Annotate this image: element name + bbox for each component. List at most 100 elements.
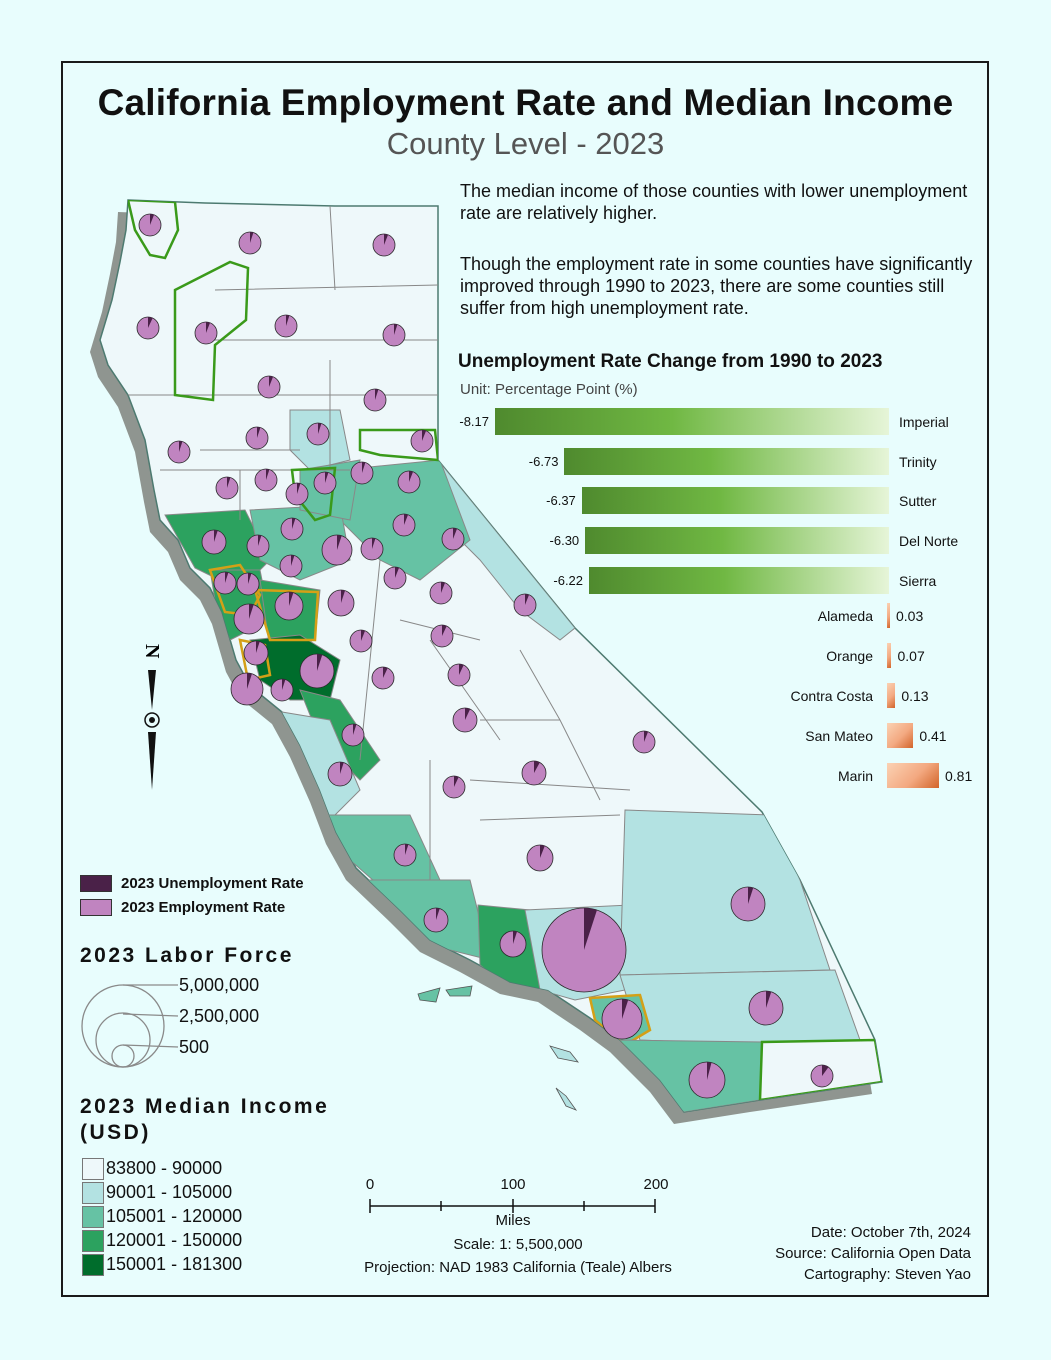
income-class-label: 90001 - 105000 bbox=[106, 1182, 233, 1202]
description-1: The median income of those counties with… bbox=[460, 181, 968, 223]
county-pie-unemployment-slice bbox=[540, 845, 545, 858]
map-date: Date: October 7th, 2024 bbox=[810, 1224, 971, 1241]
county-pie-unemployment-slice bbox=[317, 653, 323, 671]
county-pie-unemployment-slice bbox=[318, 423, 322, 434]
county-pie-unemployment-slice bbox=[249, 604, 254, 619]
scale-bar bbox=[369, 1199, 656, 1213]
county-pie-unemployment-slice bbox=[459, 664, 464, 675]
north-arrow: N bbox=[141, 644, 163, 790]
income-class-label: 120001 - 150000 bbox=[106, 1230, 243, 1250]
bar-category-label: Del Norte bbox=[899, 533, 959, 550]
county-pie-unemployment-slice bbox=[227, 477, 231, 488]
county-pie-unemployment-slice bbox=[707, 1062, 712, 1080]
county-pie-unemployment-slice bbox=[766, 991, 772, 1008]
county-pie-unemployment-slice bbox=[375, 389, 379, 400]
county-pie-unemployment-slice bbox=[214, 530, 218, 542]
county-pie-unemployment-slice bbox=[453, 528, 458, 539]
bar-del-norte bbox=[585, 527, 889, 555]
county-pie-unemployment-slice bbox=[353, 724, 357, 735]
county-trinity bbox=[173, 260, 250, 402]
county-pie-unemployment-slice bbox=[225, 572, 229, 583]
bar-contra-costa bbox=[887, 683, 896, 708]
county-pie-unemployment-slice bbox=[341, 590, 346, 603]
chart-title: Unemployment Rate Change from 1990 to 20… bbox=[458, 351, 883, 372]
chart-unit: Unit: Percentage Point (%) bbox=[460, 381, 638, 398]
bar-value-label: -6.37 bbox=[546, 493, 576, 509]
county-pie-unemployment-slice bbox=[395, 566, 400, 578]
labor-force-label-large: 5,000,000 bbox=[179, 975, 260, 995]
bar-category-label: Sierra bbox=[899, 572, 937, 589]
county-pie-unemployment-slice bbox=[362, 462, 366, 473]
unemployment-legend-label: 2023 Unemployment Rate bbox=[121, 875, 304, 892]
county-pie-unemployment-slice bbox=[291, 555, 295, 566]
scale-tick-100: 100 bbox=[500, 1176, 526, 1193]
county-pie-unemployment-slice bbox=[266, 469, 270, 480]
county-san-bernardino bbox=[619, 809, 831, 976]
employment-legend-label: 2023 Employment Rate bbox=[121, 899, 286, 916]
scale-ratio: Scale: 1: 5,500,000 bbox=[453, 1236, 583, 1253]
county-pie-unemployment-slice bbox=[748, 887, 754, 904]
county-pie-unemployment-slice bbox=[179, 441, 183, 452]
county-pie-unemployment-slice bbox=[269, 376, 274, 387]
county-pie-unemployment-slice bbox=[150, 214, 155, 225]
county-pie-unemployment-slice bbox=[442, 625, 447, 636]
county-pie-unemployment-slice bbox=[584, 908, 597, 950]
bar-imperial bbox=[495, 408, 889, 435]
county-pie-unemployment-slice bbox=[282, 679, 286, 690]
channel-island-4 bbox=[555, 1087, 578, 1111]
bar-category-label: Imperial bbox=[899, 414, 949, 430]
county-pie-unemployment-slice bbox=[206, 322, 211, 333]
county-pie-unemployment-slice bbox=[258, 535, 262, 546]
scale-tick-200: 200 bbox=[643, 1176, 669, 1193]
scale-tick-0: 0 bbox=[365, 1176, 375, 1193]
county-pie-unemployment-slice bbox=[534, 761, 540, 773]
county-pie-unemployment-slice bbox=[525, 594, 530, 605]
county-pie-unemployment-slice bbox=[422, 430, 427, 441]
county-pie-unemployment-slice bbox=[384, 234, 389, 245]
county-pie-unemployment-slice bbox=[247, 673, 252, 689]
county-pie-unemployment-slice bbox=[622, 999, 629, 1019]
channel-island-2 bbox=[445, 985, 473, 997]
map-source: Source: California Open Data bbox=[775, 1245, 971, 1262]
income-swatch bbox=[82, 1254, 104, 1276]
labor-force-label-mid: 2,500,000 bbox=[179, 1006, 260, 1026]
bar-category-label: Alameda bbox=[817, 608, 873, 624]
labor-force-title: 2023 Labor Force bbox=[80, 944, 294, 967]
map-subtitle: County Level - 2023 bbox=[386, 126, 665, 161]
map-title: California Employment Rate and Median In… bbox=[97, 82, 954, 123]
county-pie-unemployment-slice bbox=[337, 535, 342, 550]
map-frame bbox=[61, 61, 989, 1297]
bar-value-label: 0.07 bbox=[897, 648, 925, 664]
pie-chart-layer bbox=[136, 213, 834, 1099]
county-pie-unemployment-slice bbox=[436, 908, 440, 920]
county-riverside bbox=[619, 969, 861, 1046]
bar-marin bbox=[887, 763, 939, 788]
county-pie-unemployment-slice bbox=[325, 472, 329, 483]
bar-category-label: Marin bbox=[837, 768, 873, 784]
county-pie-unemployment-slice bbox=[340, 762, 344, 774]
county-pie-unemployment-slice bbox=[297, 483, 301, 494]
county-pie-unemployment-slice bbox=[465, 708, 471, 720]
bar-value-label: 0.81 bbox=[945, 768, 973, 784]
bar-category-label: Contra Costa bbox=[790, 688, 873, 704]
labor-force-legend bbox=[81, 984, 179, 1068]
county-pie-unemployment-slice bbox=[394, 324, 398, 335]
county-pie-unemployment-slice bbox=[441, 582, 446, 593]
income-swatch bbox=[82, 1230, 104, 1252]
bar-value-label: 0.13 bbox=[901, 688, 929, 704]
county-pie-unemployment-slice bbox=[250, 232, 254, 243]
bar-category-label: Sutter bbox=[899, 493, 937, 510]
bar-category-label: Trinity bbox=[899, 453, 937, 470]
income-legend-title: 2023 Median Income (USD) bbox=[80, 1095, 330, 1144]
labor-force-label-small: 500 bbox=[179, 1037, 210, 1057]
bar-san-mateo bbox=[887, 723, 914, 748]
county-pie-unemployment-slice bbox=[256, 641, 260, 653]
county-pie-unemployment-slice bbox=[286, 315, 290, 326]
projection: Projection: NAD 1983 California (Teale) … bbox=[364, 1259, 672, 1276]
income-swatch bbox=[82, 1206, 104, 1228]
county-pie-unemployment-slice bbox=[289, 592, 294, 606]
county-pie-unemployment-slice bbox=[644, 731, 649, 742]
bar-value-label: -8.17 bbox=[459, 414, 489, 429]
north-label: N bbox=[141, 644, 163, 659]
